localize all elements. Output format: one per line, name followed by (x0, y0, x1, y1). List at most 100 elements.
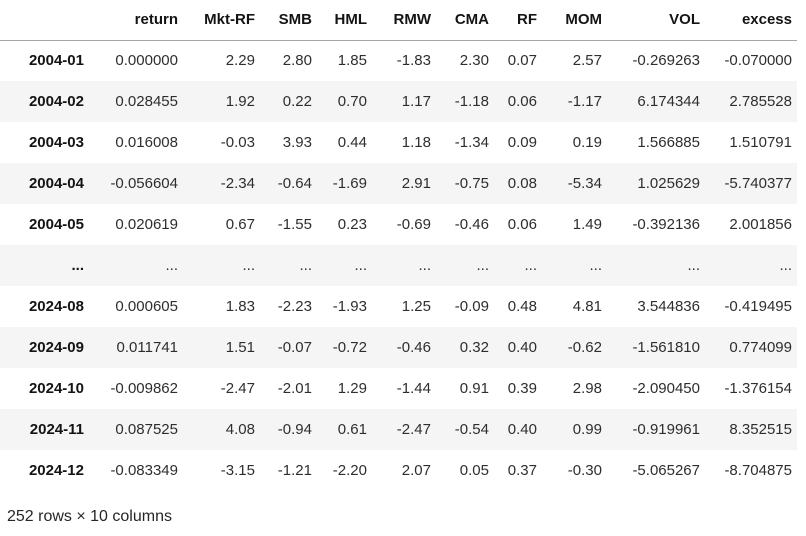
data-cell: -1.561810 (632, 339, 700, 356)
data-cell: -0.75 (454, 175, 489, 192)
data-cell: 2.07 (401, 462, 431, 479)
data-cell: -0.07 (277, 339, 312, 356)
data-cell: 1.85 (337, 52, 367, 70)
header-row: return Mkt-RF SMB HML RMW CMA RF MOM VOL… (0, 0, 797, 41)
row-index-cell: 2024-10 (28, 380, 84, 397)
data-cell: 1.29 (337, 380, 367, 397)
data-cell: -0.62 (567, 339, 602, 356)
row-index-cell: ... (71, 257, 84, 274)
data-cell: ... (687, 257, 700, 274)
data-cell: -8.704875 (724, 462, 792, 479)
row-count-summary: 252 rows × 10 columns (7, 508, 172, 525)
data-cell: -0.419495 (724, 298, 792, 315)
data-cell: -0.056604 (110, 175, 178, 192)
data-cell: 8.352515 (729, 421, 792, 438)
row-index-cell: 2004-03 (28, 134, 84, 151)
data-cell: 2.001856 (729, 216, 792, 233)
table-row: 2024-10 -0.009862 -2.47 -2.01 1.29 -1.44 0.91 0… (0, 368, 797, 409)
data-cell: 0.44 (337, 134, 367, 151)
data-cell: 2.29 (225, 52, 255, 70)
data-cell: ... (589, 257, 602, 274)
data-cell: -0.46 (454, 216, 489, 233)
row-index-cell: 2024-09 (28, 339, 84, 356)
table-row: ................................. (0, 245, 797, 286)
table-row: 2004-02 0.028455 1.92 0.22 0.70 1.17 -1.18 0.06… (0, 81, 797, 122)
column-header-smb: SMB (255, 0, 312, 41)
column-header-mom: MOM (537, 0, 602, 41)
data-cell: 2.80 (282, 52, 312, 70)
data-cell: ... (524, 257, 537, 274)
data-cell: 4.81 (572, 298, 602, 315)
data-cell: 0.23 (337, 216, 367, 233)
dataframe-table: return Mkt-RF SMB HML RMW CMA RF MOM VOL… (0, 0, 797, 491)
data-cell: -1.17 (567, 93, 602, 110)
data-cell: ... (165, 257, 178, 274)
data-cell: 2.785528 (729, 93, 792, 110)
data-cell: -0.64 (277, 175, 312, 192)
data-cell: 0.99 (572, 421, 602, 438)
data-cell: 0.61 (337, 421, 367, 438)
row-index-cell: 2004-04 (28, 175, 84, 192)
data-cell: 0.774099 (729, 339, 792, 356)
data-cell: -1.93 (332, 298, 367, 315)
data-cell: 0.000000 (115, 52, 178, 70)
data-cell: -2.47 (220, 380, 255, 397)
column-header-rf: RF (489, 0, 537, 41)
data-cell: 0.40 (507, 339, 537, 356)
data-cell: 1.51 (225, 339, 255, 356)
data-cell: 0.19 (572, 134, 602, 151)
data-cell: -0.269263 (632, 52, 700, 70)
data-cell: 0.06 (507, 93, 537, 110)
data-cell: 0.39 (507, 380, 537, 397)
data-cell: -1.376154 (724, 380, 792, 397)
data-cell: 1.510791 (729, 134, 792, 151)
data-cell: 0.016008 (115, 134, 178, 151)
data-cell: 1.49 (572, 216, 602, 233)
data-cell: -1.18 (454, 93, 489, 110)
column-header-return: return (84, 0, 178, 41)
data-cell: -2.090450 (632, 380, 700, 397)
data-cell: 0.70 (337, 93, 367, 110)
data-cell: -1.69 (332, 175, 367, 192)
data-cell: -3.15 (220, 462, 255, 479)
column-header-cma: CMA (431, 0, 489, 41)
column-header-hml: HML (312, 0, 367, 41)
data-cell: -2.47 (396, 421, 431, 438)
data-cell: 2.30 (459, 52, 489, 70)
data-cell: -1.55 (277, 216, 312, 233)
data-cell: 1.025629 (637, 175, 700, 192)
data-cell: 2.57 (572, 52, 602, 70)
data-cell: ... (476, 257, 489, 274)
data-cell: ... (418, 257, 431, 274)
data-cell: -0.69 (396, 216, 431, 233)
data-cell: 2.91 (401, 175, 431, 192)
table-row: 2024-08 0.000605 1.83 -2.23 -1.93 1.25 -0.09 0.… (0, 286, 797, 327)
data-cell: -5.34 (567, 175, 602, 192)
index-column-header (0, 0, 84, 41)
data-cell: 6.174344 (637, 93, 700, 110)
data-cell: ... (242, 257, 255, 274)
data-cell: 0.32 (459, 339, 489, 356)
table-header: return Mkt-RF SMB HML RMW CMA RF MOM VOL… (0, 0, 797, 41)
data-cell: ... (299, 257, 312, 274)
data-cell: -0.392136 (632, 216, 700, 233)
row-index-cell: 2004-02 (28, 93, 84, 110)
data-cell: -0.083349 (110, 462, 178, 479)
data-cell: 0.000605 (115, 298, 178, 315)
data-cell: -1.21 (277, 462, 312, 479)
data-cell: -5.740377 (724, 175, 792, 192)
row-index-cell: 2024-08 (28, 298, 84, 315)
data-cell: -0.009862 (110, 380, 178, 397)
data-cell: 0.028455 (115, 93, 178, 110)
data-cell: -0.94 (277, 421, 312, 438)
table-body: 2004-01 0.000000 2.29 2.80 1.85 -1.83 2.30 0.07… (0, 40, 797, 491)
table-row: 2024-11 0.087525 4.08 -0.94 0.61 -2.47 -0.54 0.… (0, 409, 797, 450)
data-cell: -0.72 (332, 339, 367, 356)
data-cell: 0.91 (459, 380, 489, 397)
data-cell: 1.83 (225, 298, 255, 315)
data-cell: -0.919961 (632, 421, 700, 438)
row-index-cell: 2004-05 (28, 216, 84, 233)
data-cell: -0.46 (396, 339, 431, 356)
data-cell: 0.22 (282, 93, 312, 110)
